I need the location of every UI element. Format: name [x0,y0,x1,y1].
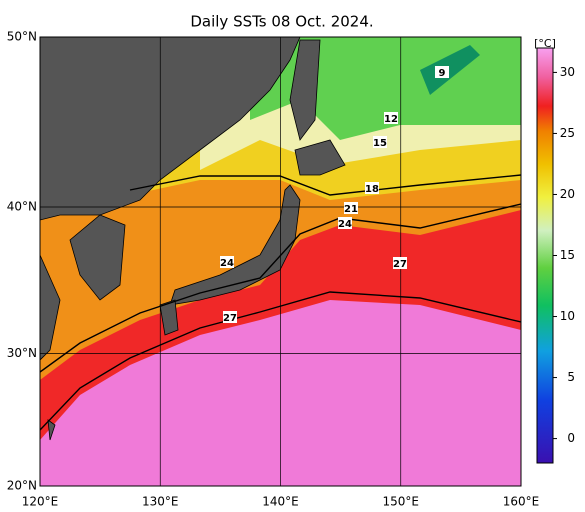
contour-label-box [338,217,352,229]
contour-label: 27 [223,313,237,324]
colorbar-tick-label: 5 [567,370,575,384]
colorbar-tick-label: 10 [560,309,575,323]
lat-tick-label: 40°N [7,200,37,214]
contour-label-box [384,112,398,124]
lon-tick-label: 160°E [503,495,540,509]
colorbar-tick-label: 20 [560,187,575,201]
contour-label: 12 [384,114,398,125]
map-frame [39,36,522,487]
map-title: Daily SSTs 08 Oct. 2024. [190,13,373,31]
colorbar-tick-label: 0 [567,431,575,445]
lon-tick-label: 120°E [22,495,59,509]
contour-label-box [393,257,407,269]
lon-tick-label: 150°E [383,495,420,509]
contour-label: 27 [393,259,407,270]
contour-label: 9 [439,68,446,79]
contour-label-box [223,311,237,323]
contour-label: 18 [365,184,379,195]
colorbar [536,47,554,464]
lat-tick-label: 50°N [7,30,37,44]
contour-label: 21 [344,204,358,215]
lat-tick-label: 20°N [7,479,37,493]
lon-tick-label: 130°E [142,495,179,509]
contour-label-box [365,182,379,194]
lon-tick-label: 140°E [262,495,299,509]
contour-label: 24 [220,258,234,269]
colorbar-unit: [°C] [534,37,556,50]
colorbar-tick-label: 25 [560,126,575,140]
colorbar-tick-label: 15 [560,248,575,262]
contour-label-box [344,202,358,214]
contour-label: 24 [338,219,352,230]
contour-label-box [373,136,387,148]
contour-label: 15 [373,138,387,149]
contour-label-box [220,256,234,268]
lat-tick-label: 30°N [7,346,37,360]
contour-label-box [435,66,449,78]
colorbar-tick-label: 30 [560,65,575,79]
